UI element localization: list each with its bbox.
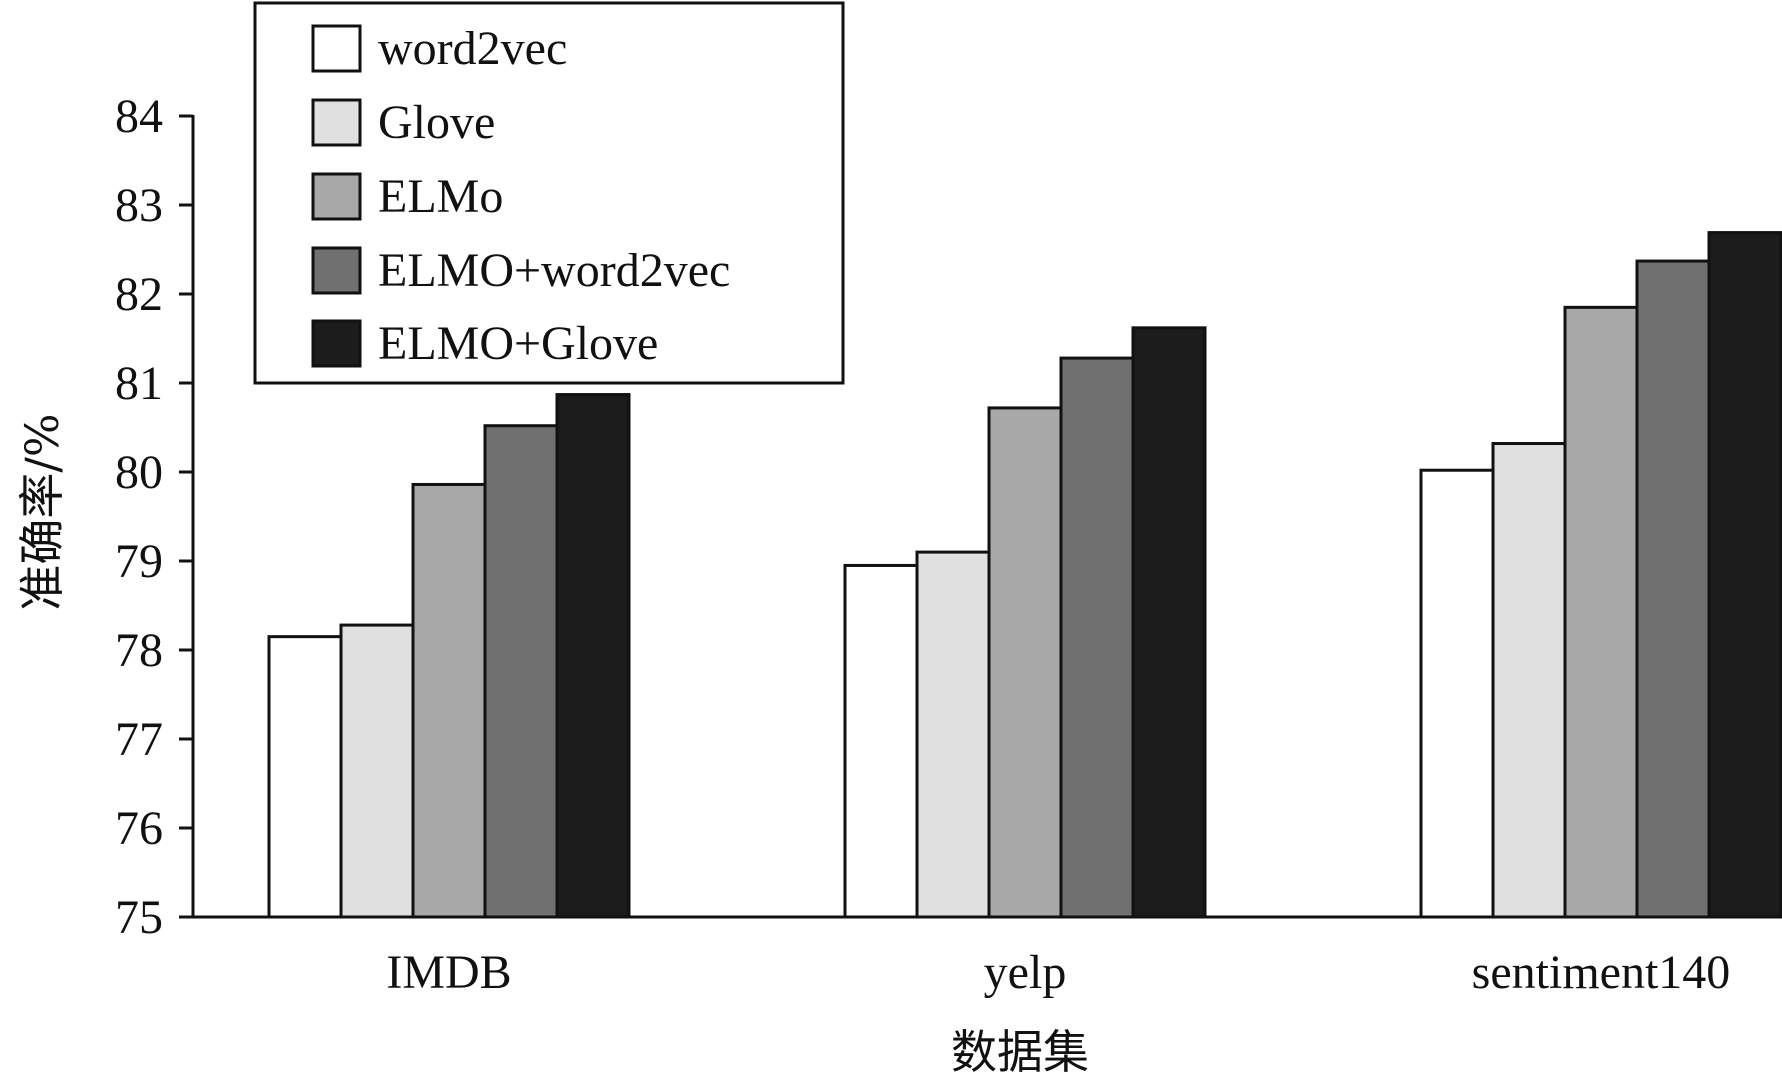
- bar-3-series-3: [1563, 305, 1639, 919]
- legend-swatch: [311, 24, 362, 73]
- bar-1-series-4: [483, 424, 559, 919]
- y-tick-label: 75: [115, 891, 163, 944]
- x-tick-labels: IMDB yelp sentiment140: [386, 946, 1730, 999]
- legend-swatch: [311, 246, 362, 295]
- legend-swatch: [311, 98, 362, 147]
- x-tick-label: IMDB: [386, 946, 511, 999]
- legend-label: ELMO+word2vec: [378, 244, 730, 297]
- bar-3-series-4: [1635, 259, 1711, 919]
- y-tick-label: 82: [115, 268, 163, 321]
- y-ticks: 75 76 77 78 79 80 81 82 83 84: [115, 90, 193, 944]
- bar-1-series-3: [411, 482, 487, 919]
- y-tick-label: 80: [115, 446, 163, 499]
- bar-2-series-4: [1059, 356, 1135, 919]
- y-tick-label: 77: [115, 713, 163, 766]
- bar-3-series-1: [1419, 468, 1495, 919]
- bar-3-series-2: [1491, 442, 1567, 919]
- bar-2-series-5: [1131, 326, 1207, 919]
- legend-label: ELMo: [378, 170, 503, 223]
- legend-label: ELMO+Glove: [378, 317, 658, 370]
- bars: [267, 231, 1782, 919]
- y-tick-label: 83: [115, 179, 163, 232]
- legend-swatch: [311, 319, 362, 368]
- y-axis-title: 准确率/%: [15, 413, 69, 610]
- bar-1-series-2: [339, 623, 415, 919]
- bar-1-series-1: [267, 635, 343, 919]
- legend-label: word2vec: [378, 22, 567, 75]
- bar-3-series-5: [1707, 231, 1782, 919]
- bar-2-series-1: [843, 563, 919, 919]
- y-tick-label: 81: [115, 357, 163, 410]
- legend: word2vec Glove ELMo ELMO+word2vec ELMO+Glove: [253, 1, 845, 385]
- x-tick-label: sentiment140: [1472, 946, 1731, 999]
- y-tick-label: 84: [115, 90, 163, 143]
- legend-swatch: [311, 172, 362, 221]
- y-tick-label: 78: [115, 624, 163, 677]
- x-axis-title: 数据集: [951, 1025, 1089, 1079]
- bar-2-series-2: [915, 550, 991, 919]
- y-tick-label: 79: [115, 535, 163, 588]
- x-tick-label: yelp: [984, 946, 1067, 999]
- bar-2-series-3: [987, 406, 1063, 919]
- y-tick-label: 76: [115, 802, 163, 855]
- legend-label: Glove: [378, 96, 495, 149]
- bar-1-series-5: [555, 393, 631, 919]
